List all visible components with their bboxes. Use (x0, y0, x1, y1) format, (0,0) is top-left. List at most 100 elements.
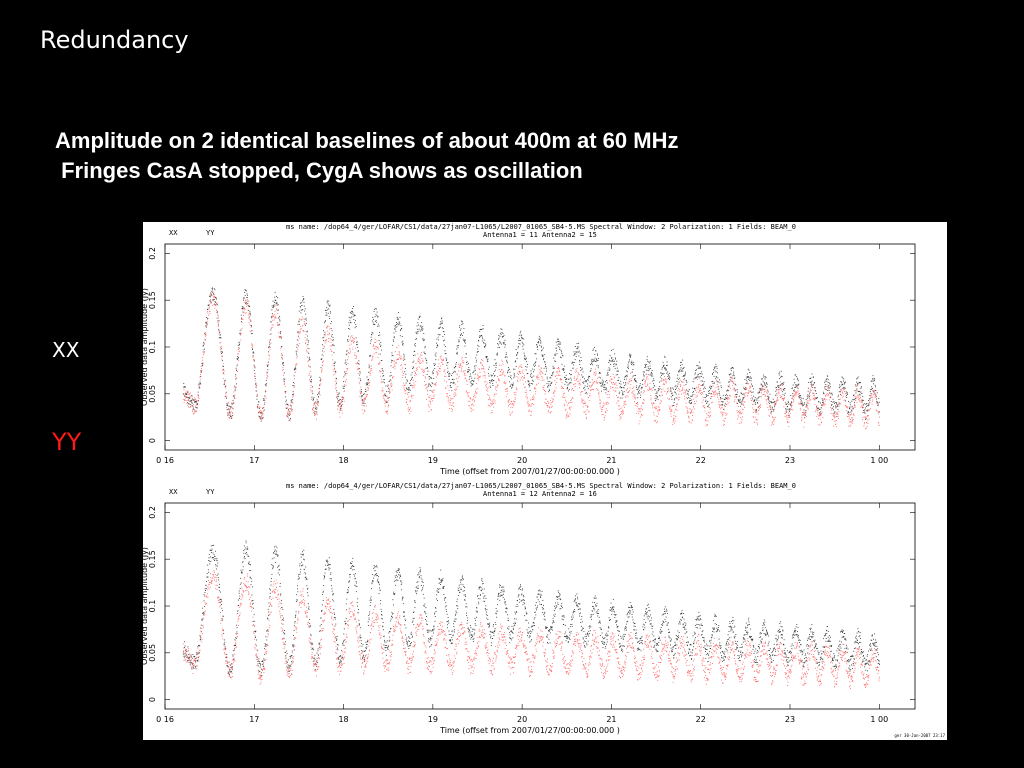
data-point (407, 396, 409, 398)
data-point (429, 389, 431, 391)
data-point (332, 340, 334, 341)
data-point (316, 411, 318, 412)
data-point (852, 408, 854, 409)
data-point (648, 374, 650, 376)
data-point (324, 346, 326, 348)
data-point (737, 418, 738, 420)
data-point (432, 391, 434, 393)
data-point (652, 380, 654, 382)
data-point (591, 385, 592, 387)
data-point (265, 390, 267, 392)
data-point (422, 326, 424, 328)
data-point (238, 350, 240, 352)
data-point (875, 386, 876, 388)
data-point (855, 378, 857, 380)
data-point (674, 392, 676, 394)
data-point (828, 386, 830, 388)
data-point (300, 302, 302, 304)
data-point (709, 390, 710, 391)
data-point (227, 415, 229, 417)
data-point (796, 385, 798, 387)
data-point (828, 385, 830, 386)
data-point (215, 304, 217, 306)
data-point (803, 412, 805, 414)
data-point (705, 413, 707, 414)
data-point (413, 367, 415, 369)
data-point (693, 406, 695, 408)
data-point (683, 367, 684, 369)
data-point (466, 384, 468, 385)
data-point (582, 382, 584, 383)
data-point (241, 318, 243, 320)
data-point (579, 361, 581, 363)
data-point (607, 401, 609, 403)
data-point (621, 411, 623, 413)
data-point (806, 400, 808, 402)
data-point (793, 378, 795, 380)
data-point (612, 383, 614, 385)
data-point (547, 381, 549, 383)
data-point (811, 385, 812, 387)
data-point (693, 387, 695, 389)
data-point (863, 412, 865, 414)
data-point (227, 402, 229, 404)
data-point (874, 379, 876, 381)
data-point (756, 411, 758, 413)
data-point (483, 368, 485, 370)
data-point (754, 409, 756, 411)
data-point (609, 380, 611, 382)
data-point (356, 342, 358, 344)
data-point (321, 371, 323, 373)
data-point (698, 383, 700, 385)
data-point (243, 308, 245, 309)
data-point (557, 375, 559, 377)
data-point (802, 414, 804, 416)
data-point (631, 392, 633, 394)
data-point (523, 377, 525, 379)
data-point (762, 388, 764, 390)
data-point (415, 380, 417, 382)
data-point (272, 319, 274, 321)
data-point (693, 391, 694, 392)
data-point (330, 348, 332, 350)
data-point (807, 397, 809, 399)
data-point (458, 340, 460, 342)
data-point (477, 344, 479, 346)
data-point (359, 371, 361, 373)
data-point (472, 383, 474, 385)
data-point (761, 390, 762, 392)
data-point (383, 375, 385, 376)
data-point (312, 386, 313, 388)
data-point (682, 388, 684, 390)
data-point (377, 316, 379, 318)
data-point (226, 412, 228, 414)
data-point (352, 340, 354, 342)
data-point (201, 370, 203, 371)
data-point (478, 335, 480, 337)
data-point (362, 401, 364, 403)
data-point (287, 413, 289, 414)
data-point (533, 369, 535, 371)
data-point (528, 386, 530, 388)
data-point (790, 402, 792, 404)
data-point (314, 414, 316, 416)
data-point (427, 389, 429, 391)
data-point (652, 387, 654, 389)
data-point (658, 409, 660, 411)
data-point (345, 384, 347, 386)
data-point (787, 408, 789, 410)
data-point (599, 405, 601, 407)
x-tick-label: 18 (338, 456, 348, 465)
data-point (424, 346, 426, 347)
data-point (645, 364, 646, 366)
data-point (720, 399, 722, 401)
data-point (736, 393, 737, 395)
data-point (258, 401, 260, 403)
data-point (275, 316, 276, 318)
data-point (788, 409, 790, 411)
data-point (517, 347, 519, 349)
data-point (577, 351, 579, 353)
data-point (289, 411, 291, 413)
data-point (546, 405, 548, 407)
data-point (433, 369, 434, 371)
